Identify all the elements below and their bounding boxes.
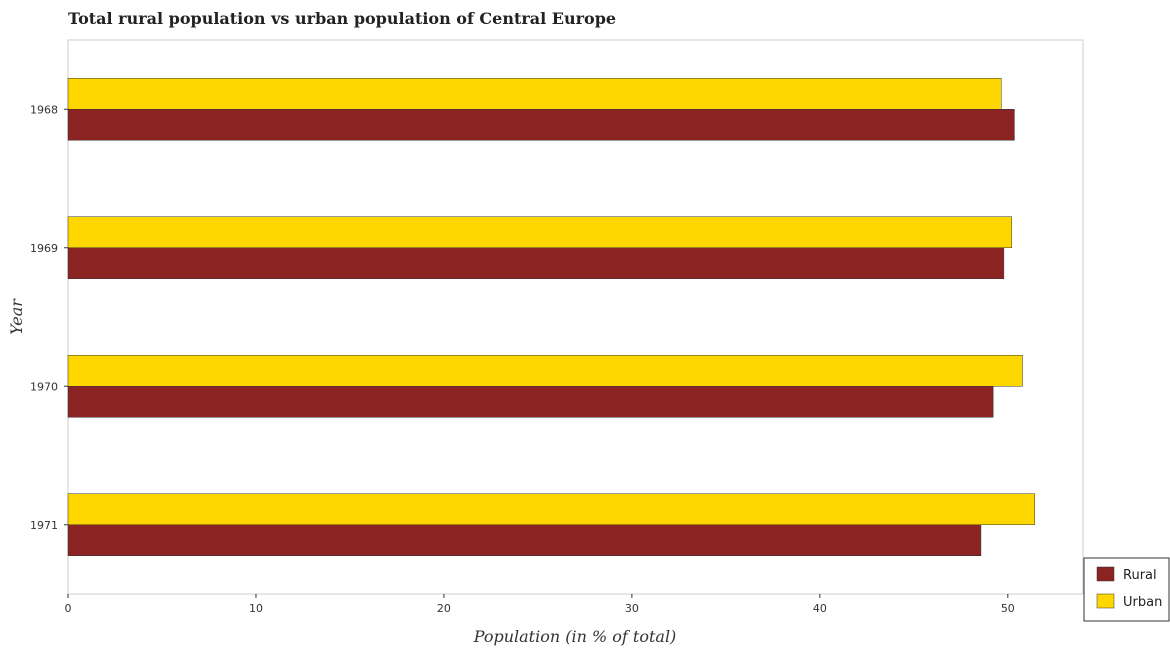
y-tick-label: 1969 (30, 242, 58, 255)
chart-title: Total rural population vs urban populati… (68, 9, 616, 28)
x-tick-label: 0 (65, 602, 72, 615)
x-tick-label: 30 (625, 602, 639, 615)
legend-swatch-urban (1096, 593, 1115, 609)
y-axis-label: Year (7, 298, 26, 335)
x-tick-label: 50 (1001, 602, 1015, 615)
x-tick-label: 10 (249, 602, 263, 615)
bar-urban-1970 (67, 355, 1023, 387)
x-tick-label: 40 (813, 602, 827, 615)
bar-rural-1968 (67, 109, 1015, 141)
bar-rural-1969 (67, 247, 1005, 279)
y-tick-label: 1968 (30, 103, 58, 116)
y-tick-label: 1971 (30, 519, 58, 532)
bar-rural-1970 (67, 386, 994, 418)
legend-label-urban: Urban (1123, 595, 1162, 610)
x-tick-label: 20 (437, 602, 451, 615)
bar-urban-1969 (67, 216, 1013, 248)
y-tick-label: 1970 (30, 380, 58, 393)
bars-group (67, 78, 1035, 556)
legend-swatch-rural (1096, 566, 1115, 582)
x-axis: 0 10 20 30 40 50 (65, 594, 1015, 615)
bar-urban-1968 (67, 78, 1002, 110)
legend-label-rural: Rural (1123, 568, 1157, 583)
bar-urban-1971 (67, 493, 1035, 525)
legend: Rural Urban (1083, 557, 1170, 622)
y-axis: 1968 1969 1970 1971 (30, 103, 68, 532)
x-axis-label: Population (in % of total) (473, 627, 677, 646)
bar-rural-1971 (67, 524, 982, 556)
